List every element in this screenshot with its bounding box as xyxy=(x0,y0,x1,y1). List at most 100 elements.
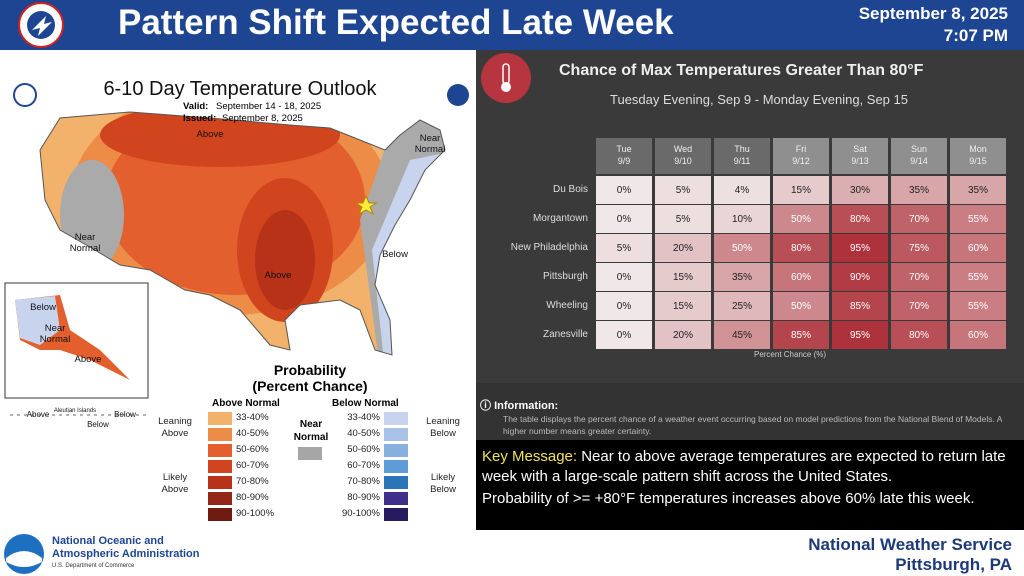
location: Pittsburgh, PA xyxy=(895,555,1012,574)
legend-swatch xyxy=(384,428,408,441)
table-cell: 50% xyxy=(773,292,829,320)
table-cell: 50% xyxy=(714,234,770,262)
map-label: Below xyxy=(382,249,408,260)
map-label: Above xyxy=(264,270,292,281)
column-header-bg xyxy=(655,138,711,174)
alaska-label: Below xyxy=(30,302,56,313)
issued: September 8, 2025 xyxy=(222,113,303,124)
row-label: Du Bois xyxy=(552,184,588,195)
thermometer-icon xyxy=(481,53,531,103)
table-title: Chance of Max Temperatures Greater Than … xyxy=(559,62,924,79)
legend-swatch xyxy=(384,476,408,489)
key-message-label: Key Message: xyxy=(482,448,578,465)
near-label: Near Normal xyxy=(293,419,329,443)
title: Pattern Shift Expected Late Week xyxy=(118,3,674,42)
key-message-panel xyxy=(476,440,1024,530)
table-cell: 95% xyxy=(832,234,888,262)
table-cell: 0% xyxy=(596,176,652,204)
table-subtitle: Tuesday Evening, Sep 9 - Monday Evening,… xyxy=(610,92,908,107)
table-cell: 5% xyxy=(596,234,652,262)
table-cell: 50% xyxy=(773,205,829,233)
table-cell: 90% xyxy=(832,263,888,291)
table-cell: 0% xyxy=(596,263,652,291)
agency: National Oceanic and Atmospheric Adminis… xyxy=(52,535,200,560)
table-cell: 0% xyxy=(596,292,652,320)
legend-swatch xyxy=(208,492,232,505)
table-cell: 80% xyxy=(832,205,888,233)
table-cell: 15% xyxy=(773,176,829,204)
table-cell: 15% xyxy=(655,263,711,291)
table-cell: 75% xyxy=(891,234,947,262)
table-cell: 70% xyxy=(891,292,947,320)
table-cell: 5% xyxy=(655,205,711,233)
legend-bin-label: 33-40% xyxy=(236,412,269,423)
table-cell: 70% xyxy=(891,263,947,291)
alaska-label: Above xyxy=(74,354,102,365)
column-day: Tue xyxy=(616,144,632,154)
map-label: Above xyxy=(196,129,224,140)
column-date: 9/14 xyxy=(910,156,928,166)
table-cell: 60% xyxy=(950,321,1006,349)
table-cell: 35% xyxy=(714,263,770,291)
issued-label: Issued: xyxy=(183,113,217,124)
column-day: Mon xyxy=(969,144,987,154)
row-label: Wheeling xyxy=(546,300,588,311)
legend-bin-label: 60-70% xyxy=(236,460,269,471)
column-date: 9/12 xyxy=(792,156,810,166)
table-cell: 0% xyxy=(596,321,652,349)
legend-bin-label: 90-100% xyxy=(236,508,275,519)
column-day: Sun xyxy=(910,144,927,154)
legend-swatch xyxy=(208,428,232,441)
info-heading: ⓘ Information: xyxy=(480,400,559,412)
department: U.S. Department of Commerce xyxy=(52,563,135,569)
legend-swatch xyxy=(208,476,232,489)
table-cell: 35% xyxy=(950,176,1006,204)
info-text: The table displays the percent chance of… xyxy=(503,414,1002,436)
table-cell: 55% xyxy=(950,292,1006,320)
table-cell: 0% xyxy=(596,205,652,233)
outlook-map xyxy=(4,83,469,416)
row-label: Zanesville xyxy=(542,329,588,340)
valid-label: Valid: xyxy=(183,101,209,112)
column-header-bg xyxy=(832,138,888,174)
table-cell: 30% xyxy=(832,176,888,204)
legend-swatch xyxy=(384,460,408,473)
legend-bin-label: 80-90% xyxy=(347,492,380,503)
column-date: 9/11 xyxy=(733,156,751,166)
table-cell: 20% xyxy=(655,234,711,262)
noaa-logo xyxy=(4,534,44,574)
legend-bin-label: 60-70% xyxy=(347,460,380,471)
column-header-bg xyxy=(891,138,947,174)
table-cell: 35% xyxy=(891,176,947,204)
column-date: 9/10 xyxy=(674,156,692,166)
table-cell: 60% xyxy=(950,234,1006,262)
legend-title: Probability xyxy=(273,362,347,378)
alaska-label: Below xyxy=(87,420,109,429)
legend-subtitle: (Percent Chance) xyxy=(252,378,368,394)
table-cell: 95% xyxy=(832,321,888,349)
column-day: Fri xyxy=(795,144,807,154)
legend-bin-label: 90-100% xyxy=(341,508,380,519)
nws-logo xyxy=(18,2,64,48)
table-cell: 85% xyxy=(773,321,829,349)
table-cell: 20% xyxy=(655,321,711,349)
legend-bin-label: 50-60% xyxy=(347,444,380,455)
header-bar xyxy=(0,0,1024,50)
legend-bin-label: 33-40% xyxy=(347,412,380,423)
column-day: Wed xyxy=(673,144,693,154)
column-date: 9/13 xyxy=(851,156,869,166)
column-header-bg xyxy=(714,138,770,174)
key-message: Key Message: Near to above average tempe… xyxy=(482,447,1017,487)
alaska-label: Aleutian Islands xyxy=(53,408,97,414)
table-cell: 70% xyxy=(891,205,947,233)
column-day: Thu xyxy=(734,144,750,154)
legend-bin-label: 50-60% xyxy=(236,444,269,455)
table-cell: 10% xyxy=(714,205,770,233)
legend-swatch xyxy=(384,508,408,521)
column-header-bg xyxy=(950,138,1006,174)
column-day: Sat xyxy=(853,144,867,154)
table-cell: 45% xyxy=(714,321,770,349)
date: September 8, 2025 xyxy=(858,4,1008,23)
table-cell: 60% xyxy=(773,263,829,291)
